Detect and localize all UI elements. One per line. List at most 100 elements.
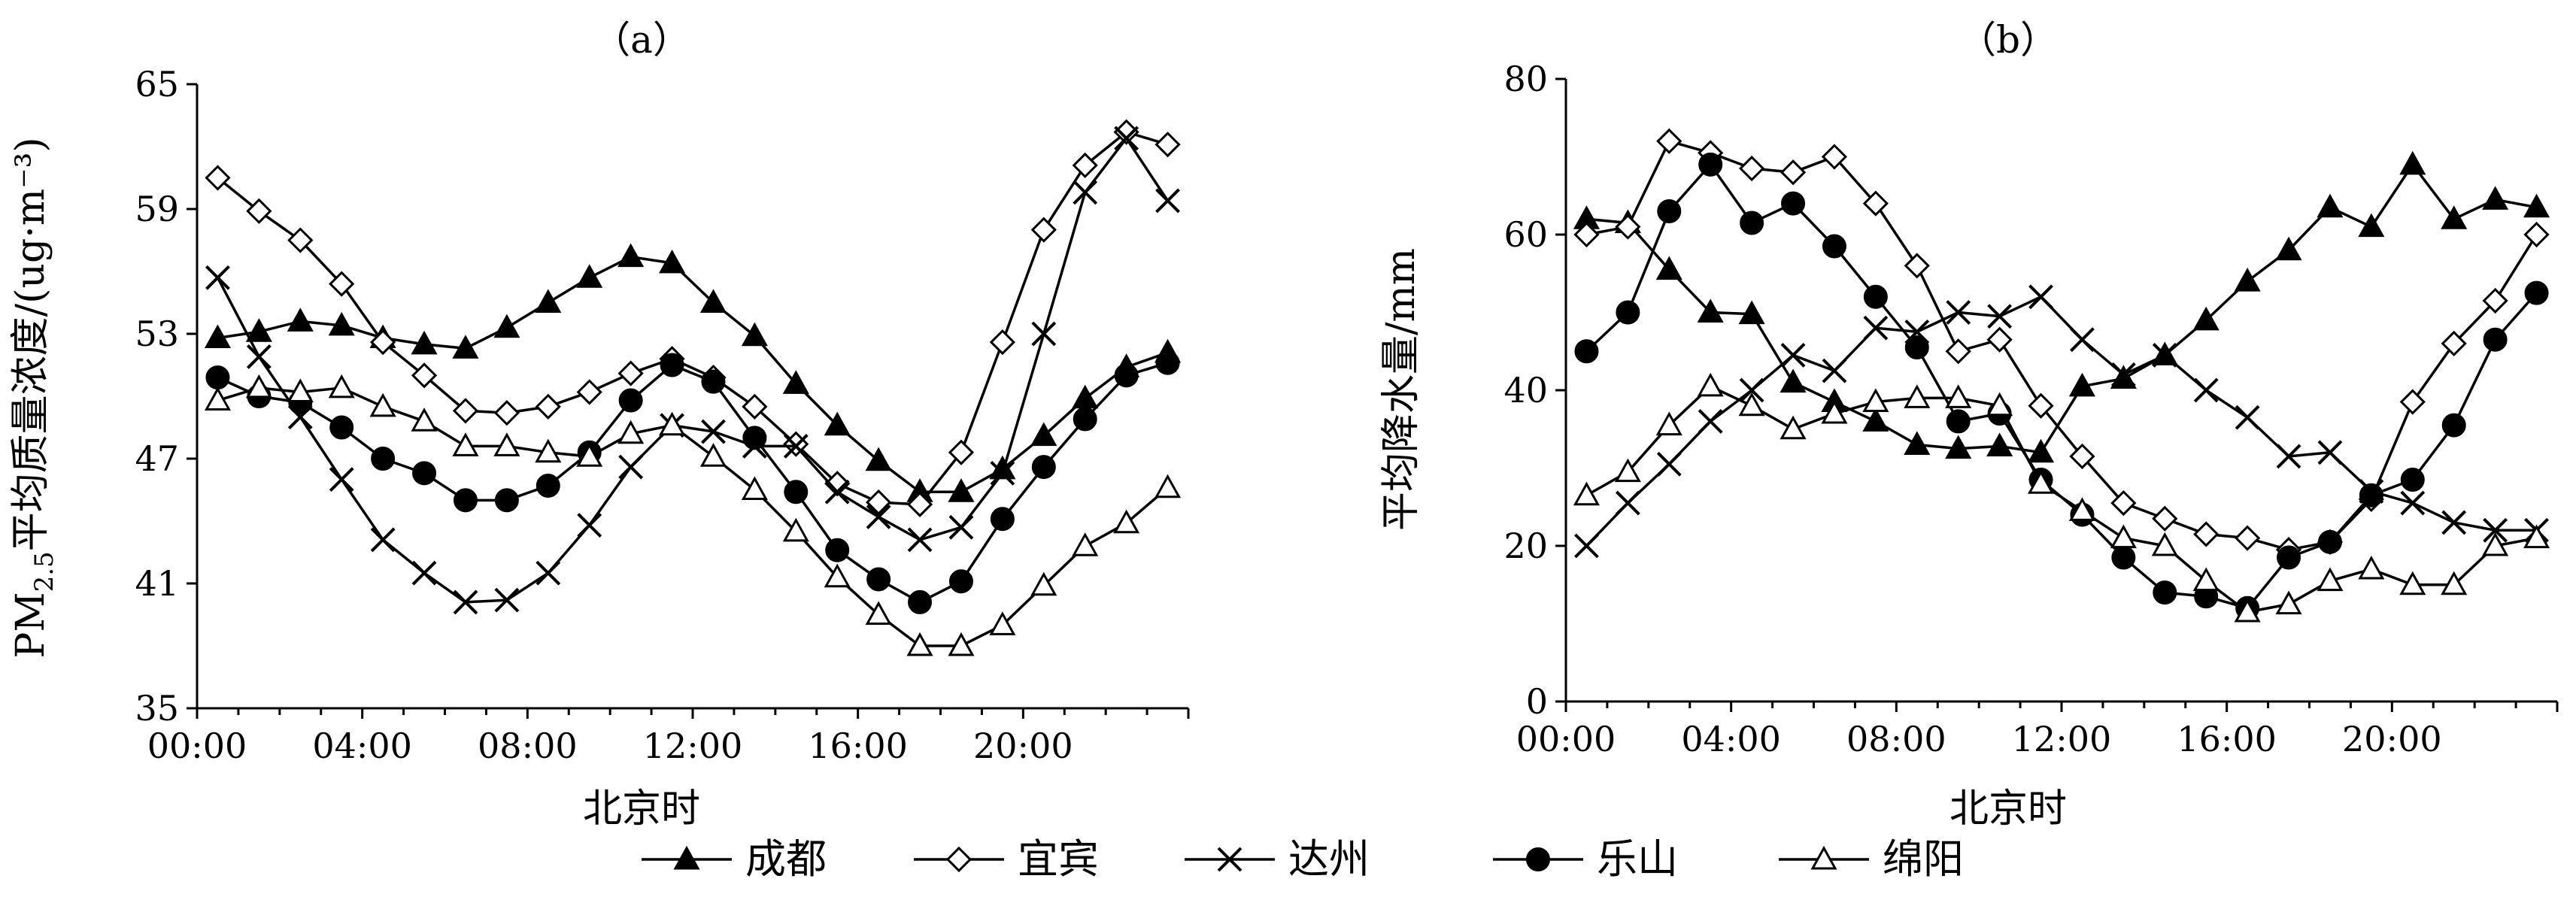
b-data-point [2441,571,2468,595]
b-x-tick-label: 08:00 [1846,719,1946,759]
b-data-point [1821,144,1848,170]
b-data-point [2192,306,2219,331]
b-data-point [2523,221,2550,248]
b-data-point [1738,392,1765,417]
a-series-line [216,137,1170,604]
b-data-point [1987,304,2013,329]
a-data-point [245,374,272,398]
b-data-point [2358,213,2385,238]
chart-b-y-axis-title: 平均降水量/mm [1379,248,1424,531]
a-data-point [825,538,850,562]
b-data-point [2028,392,2054,419]
b-data-point [2482,532,2509,556]
a-data-point [742,393,768,420]
chart-a-x-axis-title: 北京时 [583,786,700,832]
b-data-point [1738,300,1765,325]
b-series-line [1585,163,2538,610]
a-data-point [990,507,1015,532]
a-y-tick-label: 35 [135,688,179,729]
a-data-point [866,505,891,529]
b-data-point [1945,338,1971,365]
b-data-point [1863,315,1889,341]
a-data-point [824,479,850,505]
b-data-point [1573,221,1600,248]
a-data-point [535,438,562,463]
chart-b: （b） 0 20 40 60 80 00:00 04:00 08:00 12:00 16:00 20… [1379,18,2559,832]
a-data-point [535,289,562,313]
a-data-point [494,587,520,613]
a-series-3 [205,350,1180,614]
b-data-point [2399,571,2426,595]
a-y-tick-label: 41 [135,563,179,604]
a-data-point [948,569,973,594]
b-data-point [2027,470,2055,494]
b-data-point [1862,190,1889,217]
a-data-point [369,392,396,417]
a-data-point [824,471,851,497]
a-y-tick-label: 65 [135,64,179,105]
a-data-point [1155,188,1180,214]
a-series-1 [205,119,1181,517]
b-data-point [1904,253,1930,279]
a-data-point [783,433,809,459]
a-data-point [287,308,314,332]
a-data-point [493,314,520,338]
a-data-point [287,378,314,402]
b-data-point [1822,234,1846,259]
chart-b-axes: 0 20 40 60 80 00:00 04:00 08:00 12:00 16:00 20:00 [1503,59,2559,759]
a-y-tick-label: 53 [135,314,179,354]
b-data-point [2441,330,2467,357]
a-data-point [617,243,645,268]
a-data-point [1113,119,1139,145]
chart-a-y-axis-title: PM2.5平均质量浓度/(ug·m⁻³) [8,137,59,658]
a-data-point [205,165,231,191]
a-data-point [906,632,933,656]
a-data-point [246,198,272,224]
b-data-point [1863,284,1888,309]
b-data-point [2483,327,2508,352]
a-data-point [699,443,727,467]
legend-marker [673,845,700,870]
b-data-point [1986,392,2013,417]
a-data-point [329,271,355,297]
a-data-point [329,415,354,440]
b-data-point [2153,580,2177,605]
legend-marker [1217,847,1242,872]
b-data-point [2399,389,2426,415]
b-data-point [1821,399,1848,424]
b-data-point [2482,186,2509,210]
panel-b-title: （b） [1959,18,2058,62]
b-data-point [2028,284,2053,310]
a-data-point [824,411,851,436]
a-data-point [411,408,438,432]
b-y-tick-label: 40 [1503,370,1548,411]
a-data-point [1114,126,1139,151]
a-data-point [205,265,230,290]
chart-a-y-axis-title-sub: 2.5 [29,551,59,592]
b-data-point [2277,545,2301,570]
b-data-point [2482,287,2508,314]
b-data-point [2111,545,2136,570]
a-data-point [618,388,643,413]
a-data-point [411,330,438,355]
b-x-tick-label: 16:00 [2177,719,2277,759]
a-data-point [535,393,561,420]
legend-marker [1810,845,1837,870]
b-data-point [1657,198,1682,223]
b-data-point [2317,567,2344,592]
a-data-point [1114,363,1139,388]
b-data-point [1697,372,1724,397]
b-data-point [2275,236,2302,261]
legend-item-3: 乐山 [1493,835,1678,883]
a-x-tick-label: 16:00 [808,726,908,766]
b-data-point [1862,388,1889,413]
b-data-point [2110,365,2137,389]
b-data-point [1698,408,1723,434]
b-data-point [1904,384,1931,408]
chart-a-axes: 35 41 47 53 59 65 00:00 04:00 08:00 12:00 16:00 20:… [135,64,1190,766]
legend-label: 达州 [1288,835,1370,883]
a-x-tick-label: 20:00 [973,726,1073,766]
b-data-point [2234,268,2261,292]
b-data-point [1655,256,1682,280]
b-data-point [2400,468,2425,492]
